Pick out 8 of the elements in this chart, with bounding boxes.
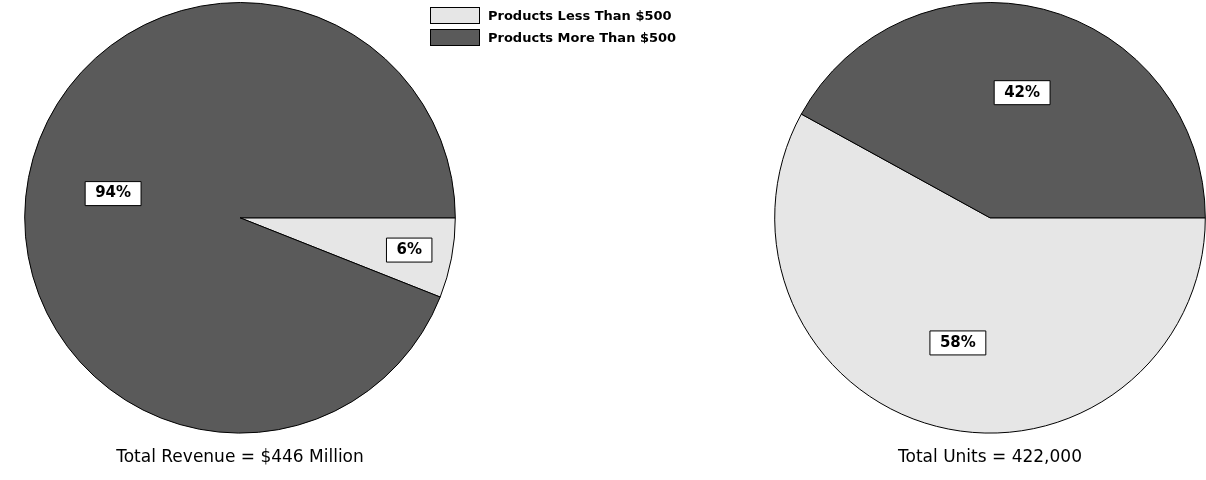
data-label: 42%: [1004, 82, 1041, 101]
text: Total Revenue = $446 Million: [115, 446, 364, 467]
data-label: 58%: [939, 332, 976, 351]
data-label: 6%: [396, 239, 422, 258]
text: Total Units = 422,000: [897, 446, 1082, 467]
legend-label: Products Less Than $500: [488, 7, 672, 23]
data-label: 94%: [95, 183, 132, 202]
legend-label: Products More Than $500: [488, 29, 677, 45]
